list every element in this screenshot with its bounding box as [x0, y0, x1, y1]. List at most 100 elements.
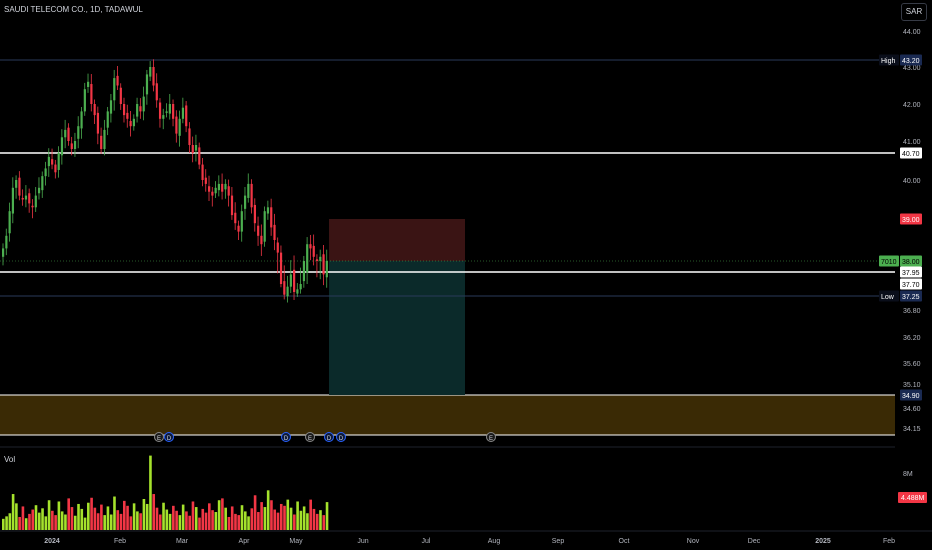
candle-body — [54, 164, 57, 173]
candle-body — [221, 183, 224, 192]
volume-bar — [18, 516, 21, 530]
currency-button[interactable]: SAR — [901, 3, 927, 21]
price-badge-value: 37.70 — [902, 282, 920, 289]
volume-bar — [122, 500, 126, 530]
price-badge-value: 37.95 — [902, 270, 920, 277]
volume-bar — [113, 496, 116, 530]
candle-body — [266, 207, 270, 214]
volume-bar — [263, 507, 267, 530]
volume-bar — [204, 512, 208, 530]
volume-bar — [90, 497, 93, 530]
time-tick: 2025 — [815, 538, 831, 545]
candle-body — [132, 118, 135, 127]
time-tick: Oct — [619, 538, 630, 545]
volume-bar — [80, 508, 84, 530]
volume-bar — [37, 512, 41, 530]
volume-bar — [293, 514, 296, 530]
volume-bar — [5, 516, 8, 530]
price-tick: 36.80 — [903, 308, 921, 315]
candle-body — [67, 127, 70, 141]
volume-bar — [142, 499, 146, 530]
volume-bar — [237, 515, 241, 530]
candle-body — [87, 81, 90, 87]
candle-body — [83, 89, 86, 112]
candle-body — [18, 177, 21, 196]
candle-body — [129, 121, 132, 127]
candle-body — [34, 195, 37, 208]
volume-bar — [44, 516, 48, 530]
candle-body — [142, 96, 145, 112]
price-badge — [900, 278, 922, 290]
candle-body — [11, 187, 15, 214]
candle-body — [37, 187, 41, 194]
candle-body — [8, 211, 11, 234]
candle-body — [253, 204, 256, 224]
volume-bar — [24, 518, 28, 530]
candle-body — [80, 111, 83, 129]
volume-bar — [34, 505, 38, 530]
price-badge-label: 7010 — [881, 259, 897, 266]
candle-body — [224, 183, 227, 190]
price-badge-value: 39.00 — [902, 217, 920, 224]
candle-body — [230, 195, 234, 216]
volume-bar — [139, 513, 142, 530]
candle-body — [312, 245, 315, 257]
candle-body — [155, 83, 158, 101]
candle-body — [168, 104, 171, 114]
candle-body — [162, 115, 165, 119]
time-tick: Feb — [114, 538, 126, 545]
volume-bar — [67, 498, 70, 530]
target-zone — [329, 261, 465, 395]
volume-bar — [299, 510, 303, 530]
price-tick: 34.15 — [903, 426, 921, 433]
candle-body — [103, 129, 106, 149]
volume-bar — [8, 513, 12, 530]
candle-body — [211, 191, 214, 196]
candle-body — [106, 111, 109, 128]
candle-body — [289, 274, 292, 287]
volume-bar — [224, 507, 227, 530]
candle-body — [100, 135, 103, 149]
volume-bar — [126, 505, 129, 530]
candle-body — [44, 168, 47, 177]
volume-bar — [158, 514, 162, 530]
volume-bar — [322, 515, 326, 530]
price-tick: 42.00 — [903, 102, 921, 109]
stop-loss-zone — [329, 219, 465, 261]
candle-body — [93, 104, 96, 116]
volume-bar — [136, 511, 139, 530]
event-marker-label: D — [327, 436, 332, 442]
candle-body — [178, 118, 181, 136]
event-marker-label: D — [167, 436, 172, 442]
volume-bar — [217, 500, 221, 530]
volume-layer — [0, 446, 895, 530]
volume-bar — [165, 509, 169, 530]
volume-bar — [73, 515, 77, 530]
volume-badge-value: 4.488M — [901, 495, 925, 502]
candle-body — [181, 107, 185, 119]
volume-bar — [172, 505, 175, 530]
candle-body — [21, 197, 24, 200]
candle-body — [234, 212, 237, 224]
candle-body — [204, 177, 207, 184]
candle-body — [194, 145, 198, 151]
candle-body — [276, 242, 279, 253]
volume-bar — [41, 508, 44, 530]
price-badge-label-bg — [879, 54, 899, 66]
candles-layer — [2, 59, 328, 303]
time-tick: Nov — [687, 538, 700, 545]
candle-body — [260, 235, 263, 245]
volume-bar — [87, 502, 90, 530]
volume-bar — [283, 505, 286, 530]
event-marker — [305, 432, 315, 442]
time-tick: 2024 — [44, 538, 60, 545]
time-tick: Mar — [176, 538, 189, 545]
volume-bar — [64, 514, 67, 530]
time-axis: 2024 Feb Mar Apr May Jun Jul Aug Sep Oct Nov Dec 202… — [0, 530, 932, 545]
volume-bar — [155, 507, 159, 530]
volume-bar — [100, 504, 103, 530]
candle-body — [70, 143, 73, 149]
price-badge — [900, 213, 922, 225]
candle-body — [283, 281, 286, 295]
